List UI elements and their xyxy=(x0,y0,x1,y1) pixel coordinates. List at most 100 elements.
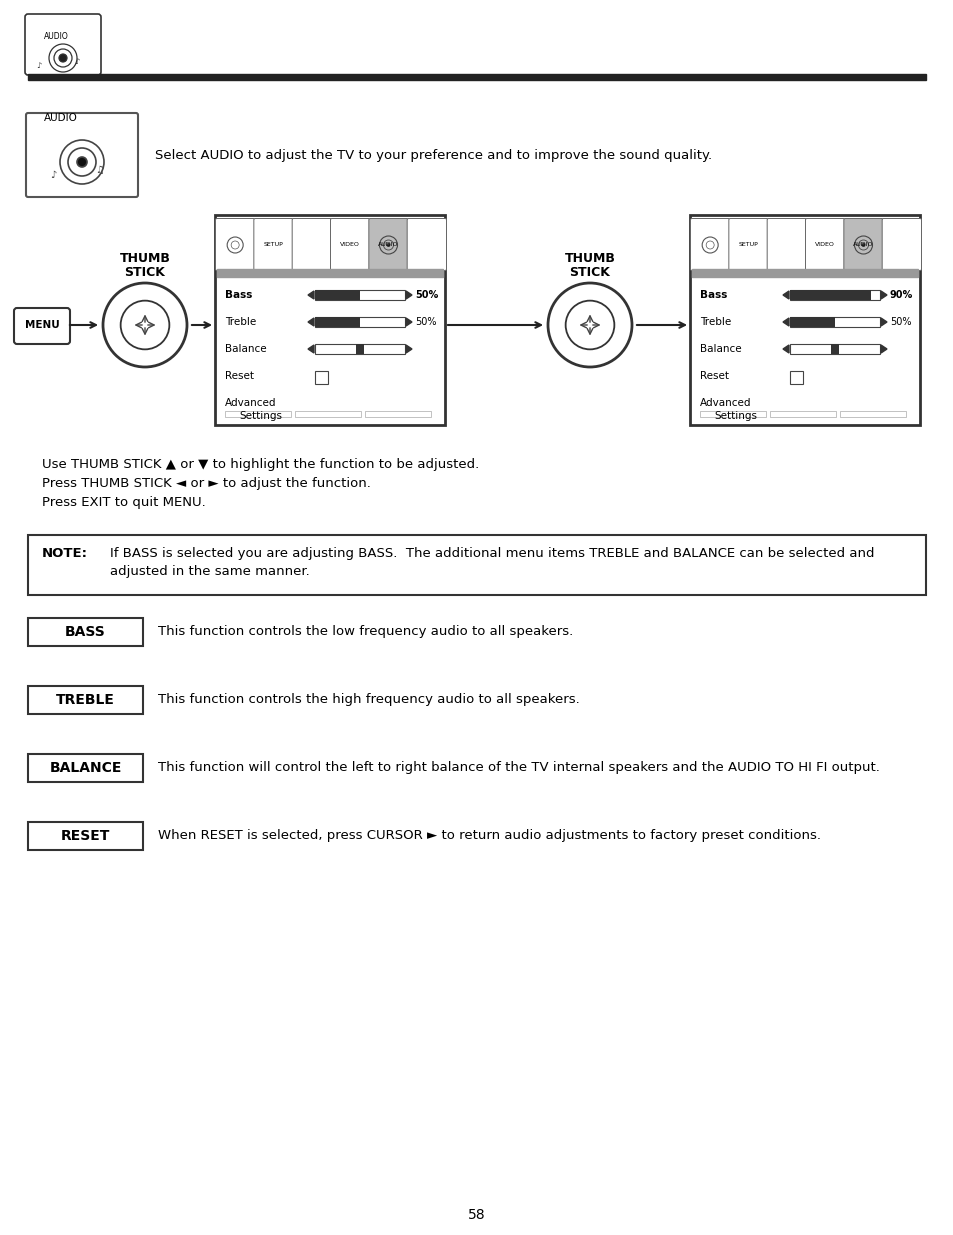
Text: BASS: BASS xyxy=(65,625,106,638)
Bar xyxy=(789,345,879,354)
Text: Settings: Settings xyxy=(713,411,757,421)
Text: Treble: Treble xyxy=(225,317,256,327)
Text: VIDEO: VIDEO xyxy=(815,242,834,247)
Circle shape xyxy=(386,243,390,247)
Text: This function controls the low frequency audio to all speakers.: This function controls the low frequency… xyxy=(158,625,573,638)
Circle shape xyxy=(379,236,397,254)
FancyBboxPatch shape xyxy=(843,219,882,270)
Bar xyxy=(28,685,143,714)
FancyBboxPatch shape xyxy=(407,219,446,270)
FancyBboxPatch shape xyxy=(214,215,444,425)
Text: AUDIO: AUDIO xyxy=(852,242,873,247)
FancyBboxPatch shape xyxy=(689,215,919,425)
Circle shape xyxy=(565,300,614,350)
Text: Advanced: Advanced xyxy=(700,398,751,408)
Circle shape xyxy=(701,237,718,253)
FancyBboxPatch shape xyxy=(253,219,293,270)
Polygon shape xyxy=(782,317,788,326)
Text: Settings: Settings xyxy=(239,411,282,421)
Circle shape xyxy=(854,236,872,254)
Text: Advanced: Advanced xyxy=(225,398,276,408)
FancyBboxPatch shape xyxy=(215,219,254,270)
Text: RESET: RESET xyxy=(61,829,111,844)
Text: STICK: STICK xyxy=(569,266,610,279)
Text: 50%: 50% xyxy=(415,317,436,327)
Text: Bass: Bass xyxy=(700,290,726,300)
Text: THUMB: THUMB xyxy=(119,252,171,266)
Text: This function controls the high frequency audio to all speakers.: This function controls the high frequenc… xyxy=(158,694,579,706)
Text: Reset: Reset xyxy=(700,370,728,382)
Bar xyxy=(789,317,879,327)
Text: ♪: ♪ xyxy=(50,170,56,180)
Bar xyxy=(700,411,765,417)
FancyBboxPatch shape xyxy=(766,219,805,270)
Text: Bass: Bass xyxy=(225,290,253,300)
Bar xyxy=(28,823,143,850)
Text: Use THUMB STICK ▲ or ▼ to highlight the function to be adjusted.: Use THUMB STICK ▲ or ▼ to highlight the … xyxy=(42,458,478,471)
FancyBboxPatch shape xyxy=(728,219,767,270)
Text: Press EXIT to quit MENU.: Press EXIT to quit MENU. xyxy=(42,496,206,509)
Text: NOTE:: NOTE: xyxy=(42,547,88,559)
Bar xyxy=(830,345,838,354)
Text: 50%: 50% xyxy=(415,290,437,300)
FancyBboxPatch shape xyxy=(882,219,921,270)
Bar xyxy=(314,370,328,384)
Bar xyxy=(216,269,442,277)
Polygon shape xyxy=(880,345,886,353)
Bar xyxy=(28,74,925,80)
Text: SETUP: SETUP xyxy=(263,242,283,247)
Bar xyxy=(314,290,405,300)
Circle shape xyxy=(227,237,243,253)
Text: ♪: ♪ xyxy=(74,58,79,67)
Circle shape xyxy=(383,240,393,249)
Text: AUDIO: AUDIO xyxy=(377,242,398,247)
Bar xyxy=(225,411,291,417)
Text: AUDIO: AUDIO xyxy=(44,32,69,41)
Bar xyxy=(691,269,917,277)
Bar xyxy=(294,411,360,417)
Circle shape xyxy=(120,300,170,350)
Text: Treble: Treble xyxy=(700,317,731,327)
Circle shape xyxy=(59,54,67,62)
FancyBboxPatch shape xyxy=(804,219,844,270)
Text: Balance: Balance xyxy=(700,345,740,354)
Circle shape xyxy=(103,283,187,367)
Bar xyxy=(789,290,870,300)
Polygon shape xyxy=(880,291,886,299)
Polygon shape xyxy=(782,345,788,353)
FancyBboxPatch shape xyxy=(25,14,101,75)
Bar xyxy=(314,317,405,327)
Circle shape xyxy=(54,49,71,67)
Text: 58: 58 xyxy=(468,1208,485,1221)
Circle shape xyxy=(77,157,87,167)
Text: If BASS is selected you are adjusting BASS.  The additional menu items TREBLE an: If BASS is selected you are adjusting BA… xyxy=(110,547,874,578)
Circle shape xyxy=(49,44,77,72)
Text: ♫: ♫ xyxy=(95,165,104,175)
FancyBboxPatch shape xyxy=(292,219,331,270)
Circle shape xyxy=(858,240,867,249)
Bar xyxy=(28,618,143,646)
Text: Reset: Reset xyxy=(225,370,253,382)
Bar xyxy=(355,345,364,354)
Text: This function will control the left to right balance of the TV internal speakers: This function will control the left to r… xyxy=(158,762,879,774)
Polygon shape xyxy=(782,291,788,299)
Text: 50%: 50% xyxy=(889,317,910,327)
Polygon shape xyxy=(406,291,412,299)
Text: 90%: 90% xyxy=(889,290,912,300)
Circle shape xyxy=(68,148,96,177)
Bar xyxy=(840,411,905,417)
FancyBboxPatch shape xyxy=(330,219,370,270)
Polygon shape xyxy=(308,345,314,353)
Text: Press THUMB STICK ◄ or ► to adjust the function.: Press THUMB STICK ◄ or ► to adjust the f… xyxy=(42,477,371,490)
Text: ♪: ♪ xyxy=(36,62,41,70)
Bar xyxy=(789,317,834,327)
Polygon shape xyxy=(308,291,314,299)
Circle shape xyxy=(231,241,239,249)
Text: VIDEO: VIDEO xyxy=(340,242,359,247)
FancyBboxPatch shape xyxy=(690,219,729,270)
Bar xyxy=(314,290,359,300)
Polygon shape xyxy=(406,345,412,353)
Bar xyxy=(314,317,359,327)
Text: Select AUDIO to adjust the TV to your preference and to improve the sound qualit: Select AUDIO to adjust the TV to your pr… xyxy=(154,148,711,162)
Text: STICK: STICK xyxy=(125,266,165,279)
